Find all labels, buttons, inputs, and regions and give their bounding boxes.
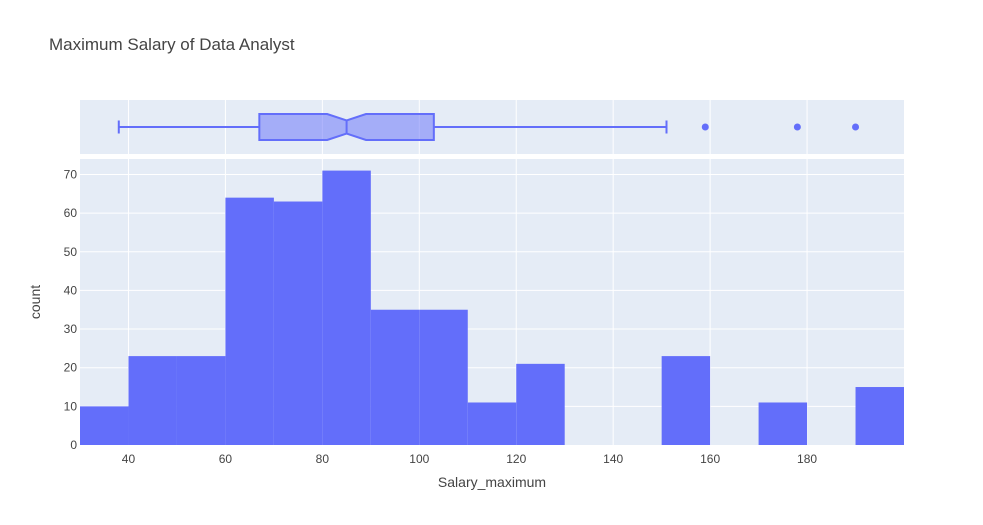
y-axis-ticks: 0 10 20 30 40 50 60 70 <box>64 167 78 452</box>
y-tick-label: 40 <box>64 283 78 297</box>
histogram-bar <box>128 356 177 445</box>
x-tick-label: 80 <box>316 452 330 466</box>
x-tick-label: 140 <box>603 452 623 466</box>
x-tick-label: 100 <box>409 452 429 466</box>
histogram-bar <box>661 356 711 445</box>
histogram-bar <box>80 406 129 445</box>
box-outlier-point <box>852 123 860 131</box>
histogram-bar <box>758 402 808 445</box>
y-tick-label: 20 <box>64 361 78 375</box>
histogram-bar <box>855 387 904 445</box>
x-tick-label: 160 <box>700 452 720 466</box>
histogram-bar <box>419 309 468 445</box>
y-tick-label: 50 <box>64 245 78 259</box>
y-axis-title: count <box>27 285 43 319</box>
histogram-bar <box>176 356 226 445</box>
y-tick-label: 10 <box>64 399 78 413</box>
y-tick-label: 30 <box>64 322 78 336</box>
marginal-box-plot <box>117 113 860 141</box>
y-tick-label: 60 <box>64 206 78 220</box>
box-outlier-point <box>701 123 709 131</box>
histogram-bar <box>225 197 274 445</box>
histogram-bar <box>322 170 371 445</box>
x-axis-title: Salary_maximum <box>438 474 546 490</box>
x-tick-label: 180 <box>797 452 817 466</box>
x-tick-label: 120 <box>506 452 526 466</box>
x-axis-ticks: 40 60 80 100 120 140 160 180 <box>122 452 818 466</box>
histogram-bar <box>370 309 420 445</box>
x-tick-label: 60 <box>219 452 233 466</box>
chart-title: Maximum Salary of Data Analyst <box>49 35 295 54</box>
histogram-bar <box>516 363 565 445</box>
x-tick-label: 40 <box>122 452 136 466</box>
y-tick-label: 70 <box>64 167 78 181</box>
histogram-bar <box>273 201 323 445</box>
box-outlier-point <box>793 123 801 131</box>
histogram-bar <box>467 402 517 445</box>
y-tick-label: 0 <box>70 438 77 452</box>
histogram-bars <box>80 170 904 445</box>
